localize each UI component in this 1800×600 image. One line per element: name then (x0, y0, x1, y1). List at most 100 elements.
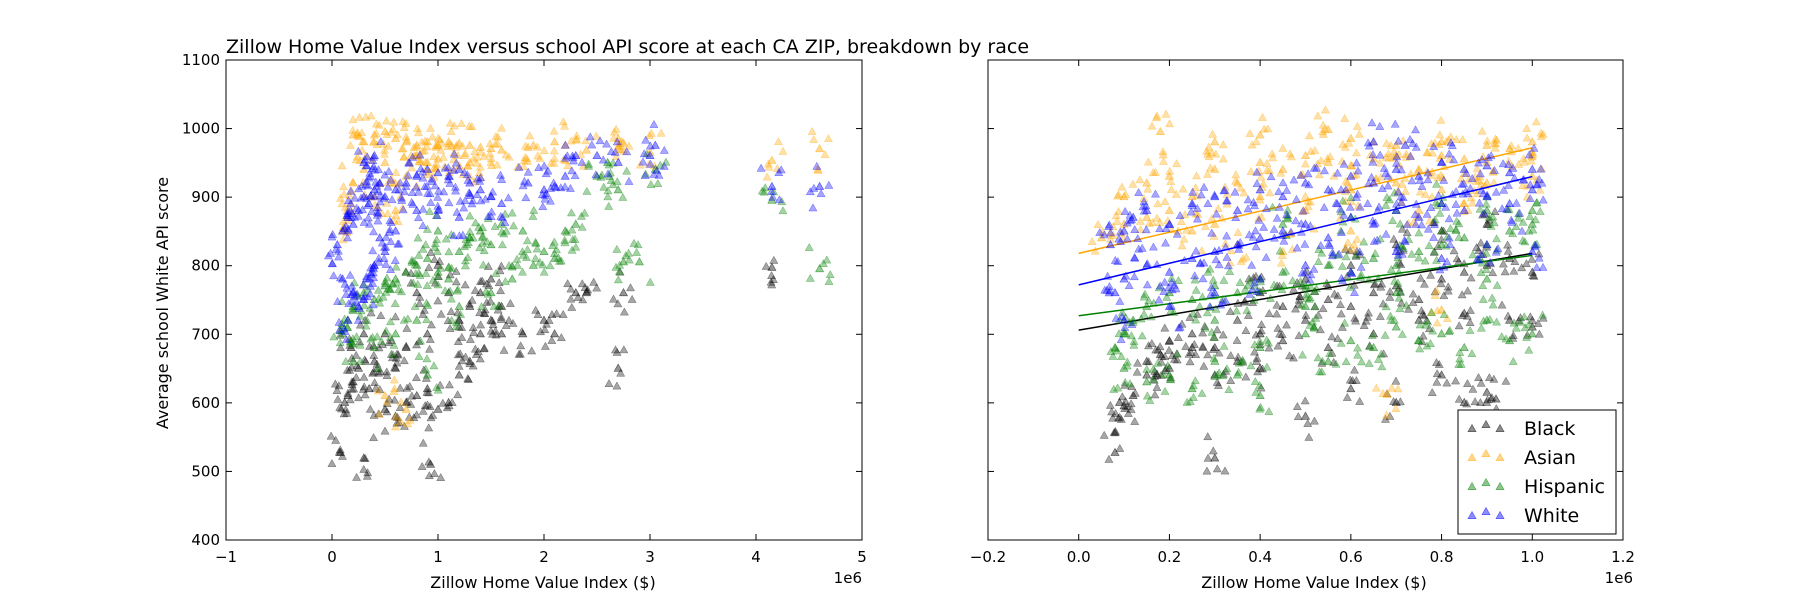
data-point (1251, 271, 1261, 280)
data-point (815, 144, 825, 153)
data-point (359, 192, 369, 201)
data-point (1427, 387, 1437, 396)
data-point (1419, 311, 1429, 320)
data-point (1120, 322, 1130, 331)
data-point (1219, 186, 1229, 195)
data-point (1272, 300, 1282, 309)
data-point (1429, 232, 1439, 241)
data-point (1314, 257, 1323, 265)
data-point (483, 289, 493, 298)
data-point (1435, 265, 1445, 274)
data-point (500, 217, 510, 226)
data-point (1243, 195, 1253, 204)
data-point (556, 333, 566, 342)
data-point (354, 112, 364, 121)
data-point (1399, 235, 1409, 244)
data-point (1300, 260, 1311, 269)
data-point (374, 120, 384, 129)
data-point (418, 406, 428, 415)
data-point (1491, 139, 1501, 148)
data-point (499, 345, 509, 354)
data-point (1126, 399, 1136, 408)
x-tick-label: 2 (539, 548, 549, 566)
data-point (824, 180, 834, 189)
data-point (1367, 172, 1377, 181)
data-point (496, 286, 506, 295)
data-point (336, 193, 345, 202)
data-point (452, 286, 462, 295)
data-point (376, 367, 386, 376)
data-point (480, 309, 490, 318)
plot-frame (987, 59, 1624, 541)
data-point (356, 356, 365, 365)
data-point (1417, 220, 1427, 229)
data-point (1241, 326, 1251, 334)
data-point (1427, 307, 1436, 316)
data-point (767, 195, 777, 204)
data-point (1264, 406, 1274, 415)
data-point (581, 145, 591, 154)
data-point (1418, 331, 1428, 340)
data-point (1538, 310, 1548, 319)
data-point (1105, 240, 1116, 249)
data-point (351, 372, 361, 381)
data-point (1190, 275, 1200, 284)
data-point (1236, 357, 1246, 366)
data-point (761, 261, 771, 270)
data-point (1361, 316, 1371, 325)
data-point (1126, 331, 1136, 340)
data-point (1368, 137, 1379, 146)
data-point (1129, 272, 1139, 281)
data-point (401, 132, 411, 141)
data-point (1404, 304, 1413, 313)
data-point (1255, 157, 1265, 166)
data-point (472, 158, 482, 167)
data-point (1282, 210, 1292, 219)
data-point (449, 231, 459, 240)
data-point (1359, 321, 1369, 330)
data-point (1257, 183, 1267, 192)
data-point (1446, 138, 1456, 147)
data-point (1104, 454, 1114, 463)
data-point (343, 388, 353, 397)
data-point (358, 137, 368, 146)
data-point (433, 141, 443, 150)
data-point (611, 262, 621, 271)
right-x-axis-label: Zillow Home Value Index ($) (1201, 573, 1426, 592)
data-point (1377, 362, 1387, 371)
data-point (1142, 178, 1152, 187)
data-point (362, 200, 372, 209)
data-point (451, 318, 461, 327)
data-point (769, 255, 779, 264)
data-point (1487, 392, 1497, 401)
data-point (1381, 200, 1391, 209)
data-point (374, 368, 384, 377)
data-point (406, 399, 416, 408)
data-point (1247, 284, 1257, 293)
data-point (1298, 206, 1308, 215)
data-point (352, 472, 362, 481)
data-point (1199, 258, 1209, 267)
data-point (334, 252, 344, 261)
data-point (405, 158, 415, 167)
data-point (424, 388, 434, 397)
data-point (1389, 234, 1399, 243)
data-point (1481, 248, 1491, 257)
data-point (422, 164, 432, 173)
data-point (355, 340, 365, 349)
data-point (1108, 351, 1118, 360)
data-point (1439, 226, 1449, 235)
data-point (385, 284, 395, 293)
data-point (1155, 349, 1165, 358)
x-tick-label: −0.2 (970, 548, 1006, 566)
data-point (1122, 234, 1132, 243)
right-scatter-panel: Zillow Home Value Index ($) 1e6 −0.2 0.0 0… (970, 59, 1635, 592)
legend-marker (1495, 481, 1505, 491)
data-point (1352, 158, 1362, 167)
data-point (398, 116, 408, 125)
data-point (410, 301, 420, 310)
data-point (368, 246, 378, 255)
data-point (1300, 284, 1310, 293)
x-tick-label: 1.2 (1611, 548, 1635, 566)
data-point (327, 232, 337, 241)
